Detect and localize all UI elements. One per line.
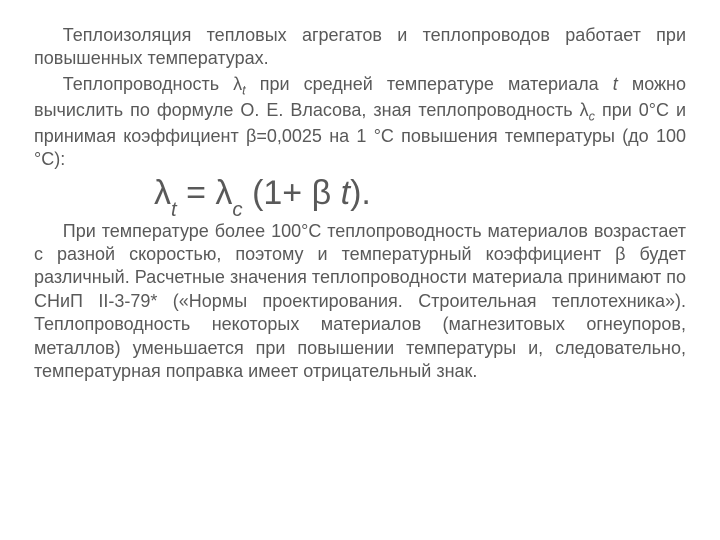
formula-lambda-2: λ xyxy=(215,174,232,212)
formula-rest-b: ). xyxy=(350,174,371,212)
formula: λt = λc (1+ β t). xyxy=(34,175,686,217)
paragraph-1: Теплоизоляция тепловых агрегатов и тепло… xyxy=(34,24,686,71)
document-page: Теплоизоляция тепловых агрегатов и тепло… xyxy=(0,0,720,540)
formula-lambda-1: λ xyxy=(154,174,171,212)
formula-t: t xyxy=(341,174,350,212)
p2-part-a: Теплопроводность λ xyxy=(63,74,242,94)
paragraph-2: Теплопроводность λt при средней температ… xyxy=(34,73,686,172)
formula-sub-c: c xyxy=(232,199,242,221)
formula-rest-a: (1+ β xyxy=(243,174,341,212)
formula-eq: = xyxy=(177,174,216,212)
p2-part-b: при средней температуре материала xyxy=(246,74,613,94)
paragraph-3: При температуре более 100°С теплопроводн… xyxy=(34,220,686,384)
formula-sub-t: t xyxy=(171,199,177,221)
